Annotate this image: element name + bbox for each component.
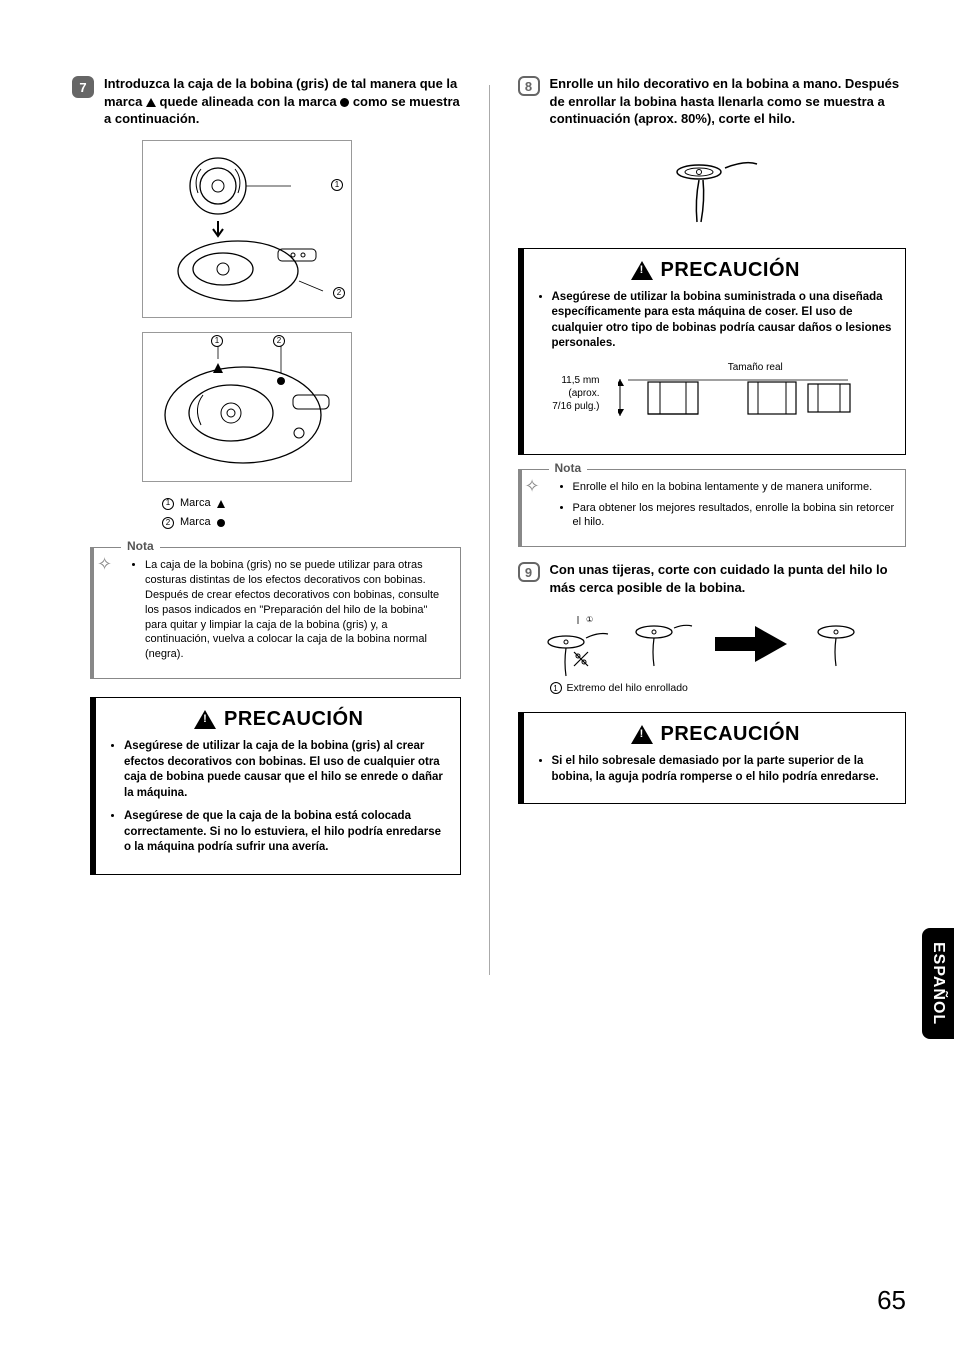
step-number-9: 9 — [518, 562, 540, 582]
legend-label-1: Marca — [180, 494, 211, 514]
legend-row-2: 2 Marca — [162, 513, 461, 533]
triangle-mark-icon — [217, 500, 225, 508]
left-column: 7 Introduzca la caja de la bobina (gris)… — [72, 75, 461, 975]
note-title: Nota — [121, 539, 160, 553]
language-tab: ESPAÑOL — [922, 928, 954, 1039]
warning-icon — [631, 725, 653, 744]
caution-header: PRECAUCIÓN — [538, 259, 894, 282]
legend-num-1: 1 — [162, 498, 174, 510]
marks-legend: 1 Marca 2 Marca — [162, 494, 461, 534]
note-title: Nota — [549, 461, 588, 475]
caution-list: Si el hilo sobresale demasiado por la pa… — [538, 754, 894, 785]
bobbin-cut-svg-1: ① — [538, 614, 618, 684]
callout-top-2: 2 — [273, 335, 285, 347]
legend-row-1: 1 Marca — [162, 494, 461, 514]
caution-item: Asegúrese de que la caja de la bobina es… — [124, 809, 448, 856]
caution-box-right-2: PRECAUCIÓN Si el hilo sobresale demasiad… — [518, 712, 907, 804]
step-9-text: Con unas tijeras, corte con cuidado la p… — [550, 561, 907, 596]
triangle-mark-icon — [146, 98, 156, 107]
size-svg — [618, 376, 858, 430]
legend-num-2: 2 — [162, 517, 174, 529]
cutting-sequence: ① — [538, 614, 877, 674]
step-number-8: 8 — [518, 76, 540, 96]
dot-mark-icon — [217, 519, 225, 527]
caution-header: PRECAUCIÓN — [538, 723, 894, 746]
bobbin-size-label: 11,5 mm (aprox. 7/16 pulg.) — [538, 362, 600, 413]
note-box-left: ✧ Nota La caja de la bobina (gris) no se… — [90, 547, 461, 679]
step-7: 7 Introduzca la caja de la bobina (gris)… — [72, 75, 461, 128]
caution-item: Asegúrese de utilizar la bobina suminist… — [552, 290, 894, 352]
note-item: Para obtener los mejores resultados, enr… — [573, 501, 898, 531]
bobbin-case-diagram-top: 1 2 — [142, 140, 352, 318]
bobbin-cutting — [626, 614, 696, 674]
page-content: 7 Introduzca la caja de la bobina (gris)… — [0, 0, 954, 1015]
bobbin-after-cut — [806, 614, 876, 674]
step7-illustrations: 1 2 1 2 — [142, 140, 461, 482]
callout-top-1: 1 — [211, 335, 223, 347]
bobbin-size-figure: Tamaño real — [618, 362, 894, 440]
column-divider — [489, 85, 490, 975]
bobbin-case-svg-2 — [143, 333, 353, 483]
callout-1: 1 — [331, 179, 343, 191]
step-number-7: 7 — [72, 76, 94, 98]
caution-list: Asegúrese de utilizar la bobina suminist… — [538, 290, 894, 352]
note-item: Enrolle el hilo en la bobina lentamente … — [573, 480, 898, 495]
bobbin-cut-svg-2 — [626, 614, 696, 674]
note-list: La caja de la bobina (gris) no se puede … — [131, 558, 452, 662]
caution-box-right-1: PRECAUCIÓN Asegúrese de utilizar la bobi… — [518, 248, 907, 455]
bobbin-size-diagram: 11,5 mm (aprox. 7/16 pulg.) Tamaño real — [538, 362, 894, 440]
legend-label-2: Marca — [180, 513, 211, 533]
note-box-right: ✧ Nota Enrolle el hilo en la bobina lent… — [518, 469, 907, 548]
svg-text:①: ① — [586, 615, 593, 624]
actual-size-caption: Tamaño real — [618, 362, 894, 373]
warning-icon — [194, 710, 216, 729]
step-8-text: Enrolle un hilo decorativo en la bobina … — [550, 75, 907, 128]
caution-title-text: PRECAUCIÓN — [661, 259, 800, 282]
step-8: 8 Enrolle un hilo decorativo en la bobin… — [518, 75, 907, 128]
bobbin-winding-diagram — [657, 150, 767, 230]
step-7-text: Introduzca la caja de la bobina (gris) d… — [104, 75, 461, 128]
callout-2: 2 — [333, 287, 345, 299]
right-column: 8 Enrolle un hilo decorativo en la bobin… — [518, 75, 907, 975]
caution-header: PRECAUCIÓN — [110, 708, 448, 731]
bobbin-before-cut: ① — [538, 614, 608, 674]
lightbulb-icon: ✧ — [525, 476, 540, 497]
bobbin-cut-svg-3 — [806, 614, 866, 674]
dot-mark-icon — [340, 98, 349, 107]
note-item: La caja de la bobina (gris) no se puede … — [145, 558, 452, 662]
caution-list: Asegúrese de utilizar la caja de la bobi… — [110, 739, 448, 856]
step7-part2: quede alineada con la marca — [160, 94, 341, 109]
step-9: 9 Con unas tijeras, corte con cuidado la… — [518, 561, 907, 596]
caution-box-left: PRECAUCIÓN Asegúrese de utilizar la caja… — [90, 697, 461, 875]
bobbin-case-svg-1 — [143, 141, 353, 319]
warning-icon — [631, 261, 653, 280]
note-list: Enrolle el hilo en la bobina lentamente … — [559, 480, 898, 531]
bobbin-case-diagram-bottom: 1 2 — [142, 332, 352, 482]
caution-title-text: PRECAUCIÓN — [224, 708, 363, 731]
caution-item: Asegúrese de utilizar la caja de la bobi… — [124, 739, 448, 801]
page-number: 65 — [877, 1285, 906, 1316]
lightbulb-icon: ✧ — [97, 554, 112, 575]
arrow-icon — [715, 626, 787, 662]
caution-title-text: PRECAUCIÓN — [661, 723, 800, 746]
bobbin-svg — [657, 150, 767, 230]
caution-item: Si el hilo sobresale demasiado por la pa… — [552, 754, 894, 785]
